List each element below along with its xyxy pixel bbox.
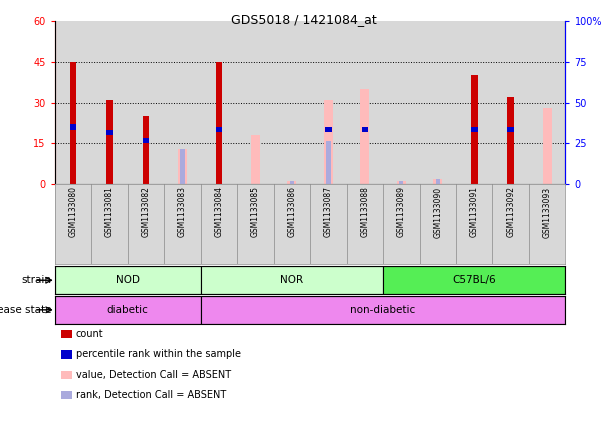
Bar <box>178 149 187 184</box>
Text: GSM1133082: GSM1133082 <box>142 187 150 237</box>
Bar <box>435 179 440 184</box>
Text: GSM1133086: GSM1133086 <box>288 187 296 237</box>
Text: GSM1133092: GSM1133092 <box>506 187 515 237</box>
Bar <box>106 130 112 135</box>
Bar <box>70 62 76 184</box>
Bar <box>55 266 201 294</box>
Bar <box>216 62 222 184</box>
Bar <box>201 296 565 324</box>
Text: C57BL/6: C57BL/6 <box>452 275 496 285</box>
Bar <box>362 127 368 132</box>
Bar <box>106 100 112 184</box>
Text: diabetic: diabetic <box>107 305 148 315</box>
Bar <box>508 127 514 132</box>
Bar <box>250 135 260 184</box>
Bar <box>143 138 149 143</box>
Bar <box>216 127 222 132</box>
Bar <box>143 116 149 184</box>
Text: value, Detection Call = ABSENT: value, Detection Call = ABSENT <box>76 370 231 380</box>
Bar <box>180 149 185 184</box>
Bar <box>325 127 331 132</box>
Bar <box>508 97 514 184</box>
Text: NOR: NOR <box>280 275 303 285</box>
Text: rank, Detection Call = ABSENT: rank, Detection Call = ABSENT <box>76 390 226 400</box>
Bar <box>396 181 406 184</box>
Text: percentile rank within the sample: percentile rank within the sample <box>76 349 241 360</box>
Text: disease state: disease state <box>0 305 52 315</box>
Text: GSM1133081: GSM1133081 <box>105 187 114 237</box>
Bar <box>542 108 551 184</box>
Bar <box>289 181 294 184</box>
Bar <box>471 127 477 132</box>
Bar <box>323 100 333 184</box>
Text: non-diabetic: non-diabetic <box>350 305 416 315</box>
Bar <box>287 181 296 184</box>
Bar <box>399 181 404 184</box>
Text: GSM1133084: GSM1133084 <box>215 187 223 237</box>
Text: GSM1133087: GSM1133087 <box>324 187 333 237</box>
Text: GSM1133093: GSM1133093 <box>543 187 551 238</box>
Text: GSM1133083: GSM1133083 <box>178 187 187 237</box>
Bar <box>55 296 201 324</box>
Bar <box>433 179 442 184</box>
Text: GSM1133088: GSM1133088 <box>361 187 369 237</box>
Text: GDS5018 / 1421084_at: GDS5018 / 1421084_at <box>231 13 377 26</box>
Text: NOD: NOD <box>116 275 140 285</box>
Bar <box>201 266 383 294</box>
Text: count: count <box>76 329 103 339</box>
Bar <box>70 124 76 130</box>
Text: GSM1133089: GSM1133089 <box>397 187 406 237</box>
Bar <box>360 89 369 184</box>
Text: strain: strain <box>22 275 52 285</box>
Bar <box>326 140 331 184</box>
Bar <box>508 140 513 184</box>
Text: GSM1133090: GSM1133090 <box>434 187 442 238</box>
Bar <box>383 266 565 294</box>
Text: GSM1133091: GSM1133091 <box>470 187 478 237</box>
Text: GSM1133080: GSM1133080 <box>69 187 77 237</box>
Text: GSM1133085: GSM1133085 <box>251 187 260 237</box>
Bar <box>471 75 477 184</box>
